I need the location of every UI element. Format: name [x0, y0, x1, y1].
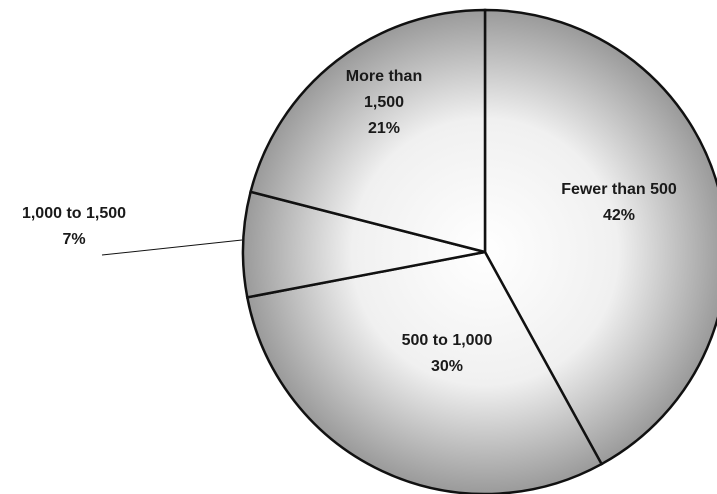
- slice-1-000-to-1-500: [241, 190, 486, 299]
- leader-lines: [101, 239, 243, 256]
- slice-category-label: Fewer than 500: [561, 181, 677, 198]
- slice-labels: Fewer than 500 42% 500 to 1,000 30% 1,000 to…: [22, 68, 677, 375]
- leader-line-1-000-to-1-500: [101, 239, 243, 256]
- slice-category-label: 500 to 1,000: [402, 332, 493, 349]
- slice-category-label: More than: [346, 68, 422, 85]
- slice-label-1-000-to-1-500: 1,000 to 1,500 7%: [22, 205, 126, 248]
- slice-500-to-1-000: [245, 250, 604, 494]
- slice-label-more-than-1-500: More than 1,500 21%: [346, 68, 422, 137]
- slice-value-label: 21%: [368, 120, 400, 137]
- slice-category-label: 1,000 to 1,500: [22, 205, 126, 222]
- slice-more-than-1-500: [249, 8, 487, 254]
- slice-label-fewer-than-500: Fewer than 500 42%: [561, 181, 677, 224]
- slice-value-label: 42%: [603, 207, 635, 224]
- slice-label-500-to-1-000: 500 to 1,000 30%: [402, 332, 493, 375]
- slice-category-label: 1,500: [364, 94, 404, 111]
- slice-value-label: 30%: [431, 358, 463, 375]
- slice-fewer-than-500: [483, 8, 717, 466]
- slice-value-label: 7%: [62, 231, 85, 248]
- pie-slices: [241, 8, 717, 494]
